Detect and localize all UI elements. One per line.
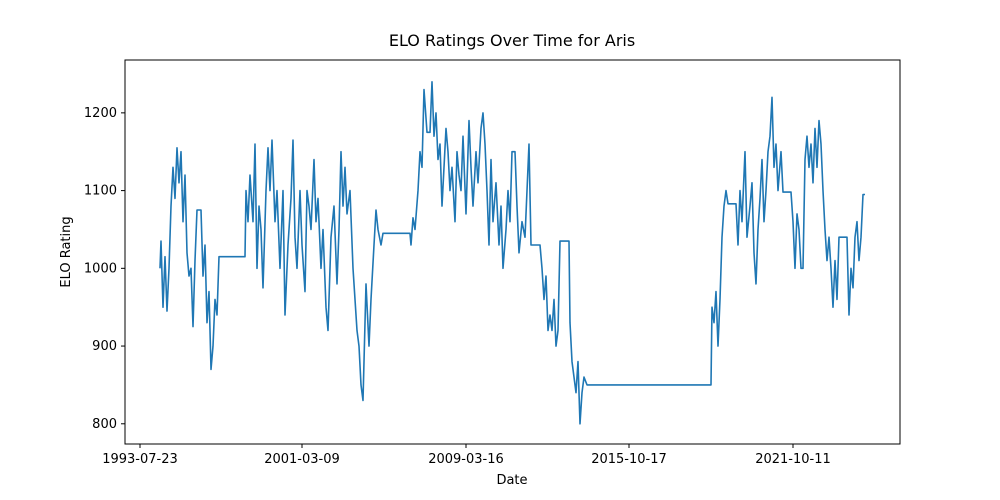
x-tick-label: 2021-10-11 xyxy=(755,452,831,467)
y-tick-label: 900 xyxy=(92,339,117,354)
x-axis-label: Date xyxy=(496,473,527,488)
x-tick-label: 2001-03-09 xyxy=(264,452,340,467)
y-tick-label: 1200 xyxy=(84,106,117,121)
x-tick-label: 2009-03-16 xyxy=(428,452,504,467)
y-tick-label: 1000 xyxy=(84,261,117,276)
plot-frame xyxy=(124,59,901,445)
y-tick-label: 1100 xyxy=(84,184,117,199)
y-axis-label: ELO Rating xyxy=(59,216,74,287)
x-tick-label: 2015-10-17 xyxy=(591,452,667,467)
data-line xyxy=(159,81,865,425)
x-tick-label: 1993-07-23 xyxy=(102,452,178,467)
y-tick-label: 800 xyxy=(92,417,117,432)
chart-title: ELO Ratings Over Time for Aris xyxy=(389,31,635,50)
